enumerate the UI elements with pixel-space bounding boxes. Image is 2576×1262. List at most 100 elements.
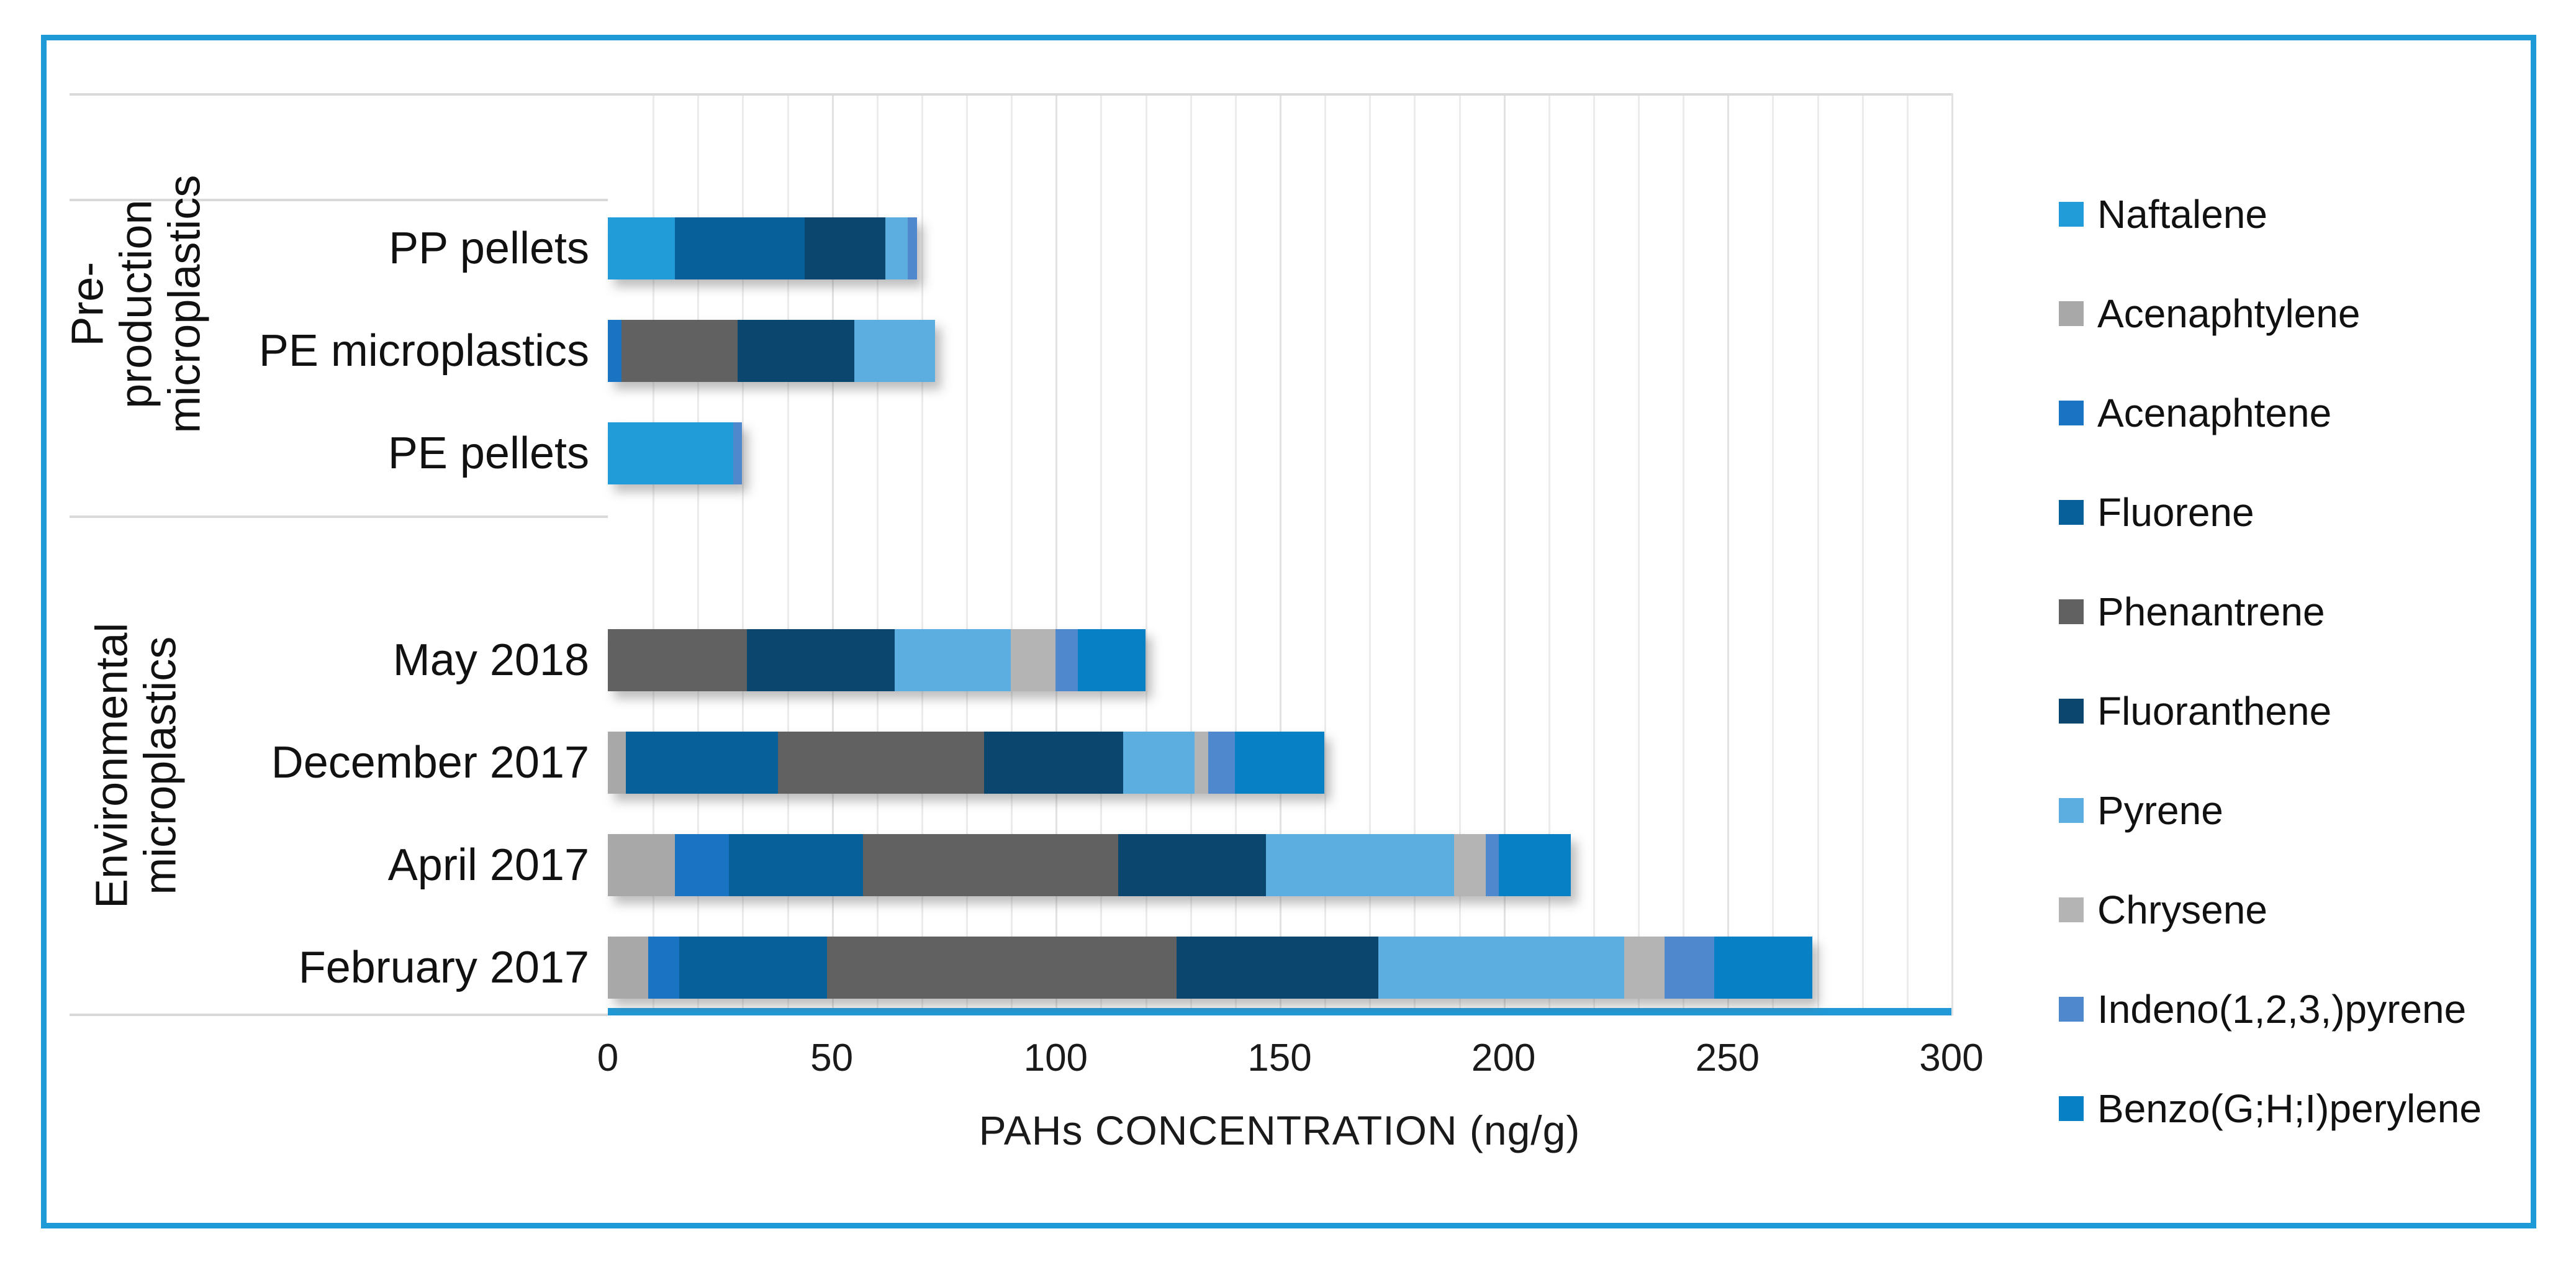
bar-april-2017 [608,834,1571,896]
category-label: PP pellets [389,224,589,273]
gridline [1190,93,1192,1015]
bar-segment-indeno-1-2-3-pyrene [733,422,743,484]
bar-segment-acenaphtylene [608,834,676,896]
legend-item: Acenaphtylene [2059,291,2360,336]
bar-segment-indeno-1-2-3-pyrene [908,217,917,279]
legend-label: Fluorene [2097,490,2254,535]
gridline [1324,93,1327,1015]
legend-label: Acenaphtene [2097,391,2332,435]
category-label: May 2018 [392,635,589,685]
bar-segment-phenantrene [863,834,1119,896]
gridline [1011,93,1013,1015]
legend-label: Acenaphtylene [2097,291,2361,336]
bar-segment-chrysene [1454,834,1486,896]
bar-segment-pyrene [1378,937,1625,999]
bar-segment-acenaphtene [608,320,621,382]
bar-segment-chrysene [1011,629,1056,691]
category-label: April 2017 [387,840,589,890]
bar-segment-phenantrene [621,320,738,382]
axis-separator-line [70,199,608,201]
gridline [1055,93,1058,1015]
legend-label: Phenantrene [2097,589,2325,634]
legend-label: Indeno(1,2,3,)pyrene [2097,987,2467,1032]
gridline [1280,93,1281,1015]
legend-label: Fluoranthene [2097,689,2332,733]
bar-segment-pyrene [854,320,935,382]
bar-segment-fluoranthene [1118,834,1267,896]
legend-swatch-icon [2059,997,2084,1022]
bar-segment-acenaphtene [675,834,729,896]
legend-label: Pyrene [2097,788,2223,833]
bar-segment-fluorene [625,732,779,794]
bar-segment-acenaphtylene [608,937,648,999]
legend-label: Naftalene [2097,192,2267,237]
category-label: PE microplastics [258,326,589,376]
bar-segment-phenantrene [827,937,1177,999]
legend-item: Pyrene [2059,788,2223,833]
gridline [1548,93,1550,1015]
legend-swatch-icon [2059,301,2084,326]
legend-swatch-icon [2059,1096,2084,1121]
bar-segment-indeno-1-2-3-pyrene [1055,629,1078,691]
bar-segment-fluoranthene [738,320,854,382]
bar-segment-chrysene [1624,937,1665,999]
bar-segment-fluorene [679,937,828,999]
gridline [742,93,744,1015]
legend-item: Phenantrene [2059,589,2325,634]
legend-item: Fluoranthene [2059,689,2331,733]
x-tick-label: 50 [810,1037,854,1079]
legend-item: Acenaphtene [2059,391,2331,435]
gridline [1951,93,1953,1015]
category-label: PE pellets [387,429,589,478]
gridline [1369,93,1372,1015]
bar-segment-chrysene [1194,732,1208,794]
gridline [653,93,655,1015]
gridline [1593,93,1595,1015]
gridline [966,93,969,1015]
bar-segment-benzo-g-h-i-perylene [1078,629,1146,691]
bar-segment-fluoranthene [746,629,895,691]
legend-label: Benzo(G;H;I)perylene [2097,1086,2482,1131]
category-label: February 2017 [298,943,589,992]
bar-pe-pellets [608,422,743,484]
bar-segment-phenantrene [608,629,747,691]
gridline [697,93,700,1015]
x-axis-title: PAHs CONCENTRATION (ng/g) [978,1107,1581,1153]
category-label: December 2017 [271,738,589,788]
bar-segment-benzo-g-h-i-perylene [1714,937,1813,999]
legend-swatch-icon [2059,897,2084,922]
group-label-environmental: Environmental microplastics [62,515,211,1015]
x-tick-label: 200 [1471,1037,1536,1079]
bar-segment-pyrene [885,217,908,279]
gridline [1817,93,1819,1015]
bar-segment-benzo-g-h-i-perylene [1234,732,1325,794]
gridline [1100,93,1103,1015]
legend-item: Benzo(G;H;I)perylene [2059,1086,2482,1131]
x-tick-label: 0 [597,1037,619,1079]
x-tick-label: 150 [1247,1037,1312,1079]
legend-swatch-icon [2059,202,2084,227]
bar-segment-pyrene [1266,834,1455,896]
bar-segment-fluoranthene [1177,937,1378,999]
bar-segment-pyrene [1123,732,1195,794]
figure-border [41,35,2536,1228]
group-label-text: Environmental microplastics [87,622,186,909]
legend-label: Chrysene [2097,887,2267,932]
legend-swatch-icon [2059,699,2084,724]
x-tick-label: 300 [1919,1037,1984,1079]
gridline [1861,93,1864,1015]
group-label-text: Pre-production microplastics [63,175,209,434]
gridline [921,93,923,1015]
bar-segment-fluorene [675,217,805,279]
bar-pe-microplastics [608,320,935,382]
gridline [1772,93,1774,1015]
axis-separator-line [70,93,1951,96]
legend-item: Indeno(1,2,3,)pyrene [2059,987,2466,1032]
group-label-pre-production: Pre-production microplastics [62,93,211,515]
gridline [1727,93,1730,1015]
bar-february-2017 [608,937,1813,999]
axis-separator-line [70,1014,608,1016]
x-tick-label: 100 [1023,1037,1088,1079]
gridline [1683,93,1685,1015]
